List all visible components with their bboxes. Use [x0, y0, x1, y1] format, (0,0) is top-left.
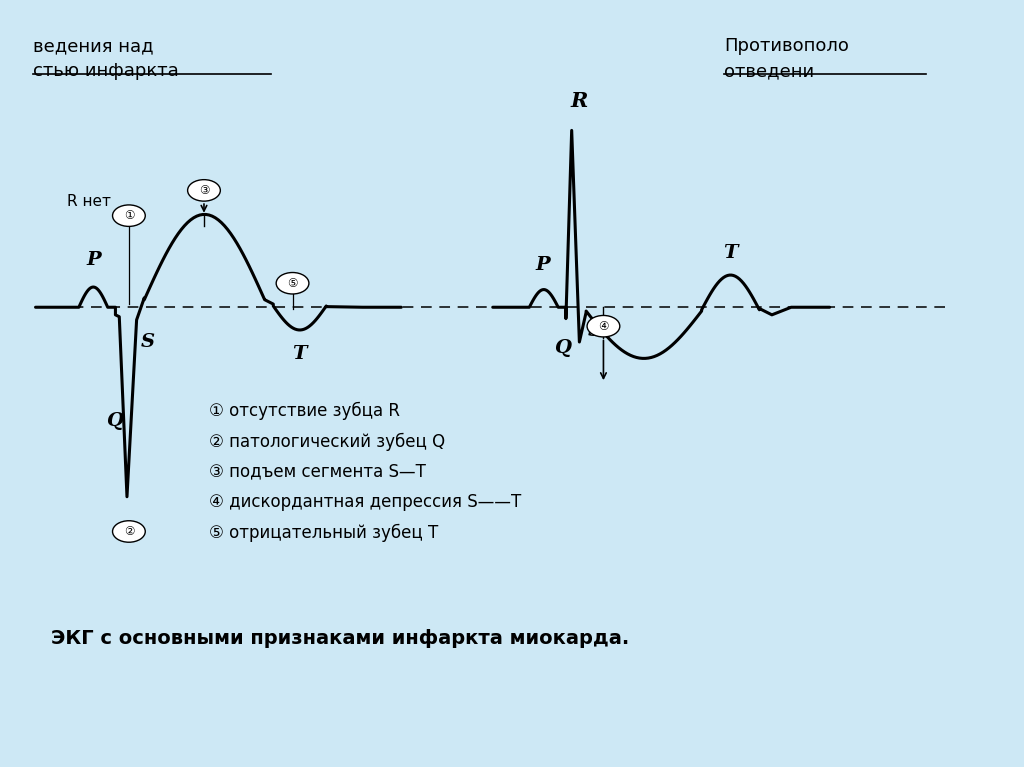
Text: S: S: [588, 322, 602, 341]
Text: ⑤ отрицательный зубец T: ⑤ отрицательный зубец T: [209, 523, 438, 542]
Text: ① отсутствие зубца R: ① отсутствие зубца R: [209, 402, 399, 420]
Text: R нет: R нет: [68, 194, 112, 209]
Text: ③ подъем сегмента S—T: ③ подъем сегмента S—T: [209, 463, 426, 481]
Circle shape: [587, 315, 620, 337]
Text: T: T: [723, 244, 737, 262]
Text: ①: ①: [124, 209, 134, 222]
Text: ЭКГ с основными признаками инфаркта миокарда.: ЭКГ с основными признаками инфаркта миок…: [51, 629, 630, 648]
Text: T: T: [292, 345, 306, 363]
Text: Q: Q: [554, 339, 570, 357]
Text: отведени: отведени: [724, 62, 814, 81]
Text: ④: ④: [598, 320, 608, 333]
Text: ⑤: ⑤: [288, 277, 298, 290]
Text: ③: ③: [199, 184, 209, 197]
Text: P: P: [86, 252, 100, 269]
Text: Q: Q: [105, 412, 123, 430]
Text: S: S: [141, 333, 156, 351]
Circle shape: [113, 205, 145, 226]
Text: стью инфаркта: стью инфаркта: [33, 62, 178, 81]
Text: ④ дискордантная депрессия S——T: ④ дискордантная депрессия S——T: [209, 493, 521, 511]
Text: R: R: [570, 91, 588, 111]
Circle shape: [187, 179, 220, 201]
Text: ведения над: ведения над: [33, 37, 154, 55]
Text: Противополо: Противополо: [724, 37, 849, 55]
Circle shape: [276, 272, 309, 294]
Circle shape: [113, 521, 145, 542]
Text: P: P: [536, 256, 550, 275]
Text: ② патологический зубец Q: ② патологический зубец Q: [209, 433, 444, 450]
Text: ②: ②: [124, 525, 134, 538]
